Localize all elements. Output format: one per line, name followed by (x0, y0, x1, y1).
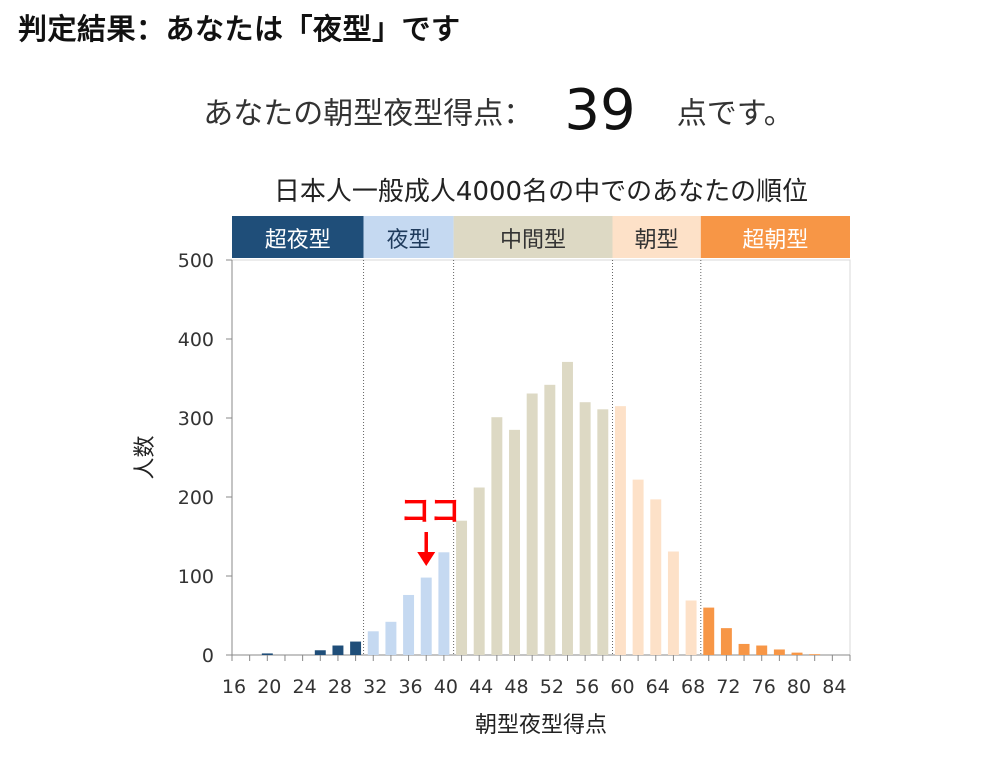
y-axis-label: 人数 (133, 435, 158, 479)
bar-56 (579, 402, 591, 655)
bar-76 (756, 645, 768, 655)
category-band-super_morning (700, 216, 850, 258)
y-tick-label-300: 300 (178, 408, 214, 430)
x-tick-label-32: 32 (363, 676, 387, 698)
bar-42 (456, 520, 468, 655)
bar-82 (809, 654, 821, 655)
category-label-super_morning: 超朝型 (742, 228, 808, 253)
bar-50 (526, 393, 538, 655)
y-tick-label-0: 0 (202, 645, 214, 667)
bar-32 (367, 631, 379, 655)
bar-40 (438, 552, 450, 655)
bar-74 (738, 643, 750, 655)
x-tick-label-48: 48 (504, 676, 528, 698)
bar-60 (614, 406, 626, 655)
x-tick-label-44: 44 (469, 676, 493, 698)
x-tick-label-28: 28 (328, 676, 352, 698)
y-tick-label-500: 500 (178, 250, 214, 272)
plot-area (231, 259, 851, 656)
x-tick-label-52: 52 (540, 676, 564, 698)
bar-26 (314, 650, 326, 655)
bar-48 (509, 429, 520, 655)
x-tick-label-68: 68 (681, 676, 705, 698)
category-label-middle: 中間型 (500, 228, 566, 253)
category-band-night (363, 216, 454, 258)
x-tick-label-84: 84 (822, 676, 846, 698)
bar-38 (420, 577, 432, 655)
marker-label: ココ (400, 494, 460, 529)
bar-28 (332, 645, 344, 655)
score-prefix: あなたの朝型夜型得点： (203, 96, 534, 132)
x-tick-label-56: 56 (575, 676, 599, 698)
bar-52 (544, 384, 556, 655)
category-label-night: 夜型 (387, 228, 431, 253)
bar-44 (473, 487, 485, 655)
x-tick-label-60: 60 (610, 676, 634, 698)
score-line: あなたの朝型夜型得点： 39 点です。 (0, 78, 997, 143)
x-tick-label-40: 40 (434, 676, 458, 698)
score-value: 39 (564, 78, 636, 143)
x-tick-label-20: 20 (257, 676, 281, 698)
x-tick-label-24: 24 (293, 676, 317, 698)
bar-46 (491, 417, 503, 655)
bar-64 (650, 499, 662, 655)
x-tick-label-36: 36 (398, 676, 422, 698)
y-tick-label-200: 200 (178, 487, 214, 509)
bar-58 (597, 409, 609, 655)
bar-36 (403, 594, 415, 655)
x-axis-label: 朝型夜型得点 (475, 713, 607, 738)
bar-54 (562, 361, 573, 655)
bar-80 (791, 652, 803, 655)
category-band-super_night (232, 216, 364, 258)
category-label-morning: 朝型 (635, 228, 679, 253)
chart-title: 日本人一般成人4000名の中でのあなたの順位 (274, 177, 808, 207)
bar-20 (261, 653, 273, 655)
category-band-morning (612, 216, 701, 258)
bar-78 (773, 649, 785, 655)
bar-34 (385, 621, 397, 655)
bar-66 (667, 551, 679, 655)
score-suffix: 点です。 (676, 96, 794, 132)
bar-68 (685, 600, 697, 655)
bar-62 (632, 479, 644, 655)
x-tick-label-16: 16 (222, 676, 246, 698)
y-tick-label-100: 100 (178, 566, 214, 588)
x-tick-label-64: 64 (646, 676, 670, 698)
x-tick-label-76: 76 (752, 676, 776, 698)
result-heading: 判定結果：あなたは「夜型」です (18, 12, 461, 46)
marker-arrow-head (417, 552, 436, 566)
category-label-super_night: 超夜型 (265, 228, 331, 253)
x-tick-label-80: 80 (787, 676, 811, 698)
bar-70 (703, 607, 715, 655)
bar-30 (350, 641, 362, 655)
x-tick-label-72: 72 (716, 676, 740, 698)
bar-72 (720, 628, 732, 655)
category-band-middle (453, 216, 613, 258)
y-tick-label-400: 400 (178, 329, 214, 351)
